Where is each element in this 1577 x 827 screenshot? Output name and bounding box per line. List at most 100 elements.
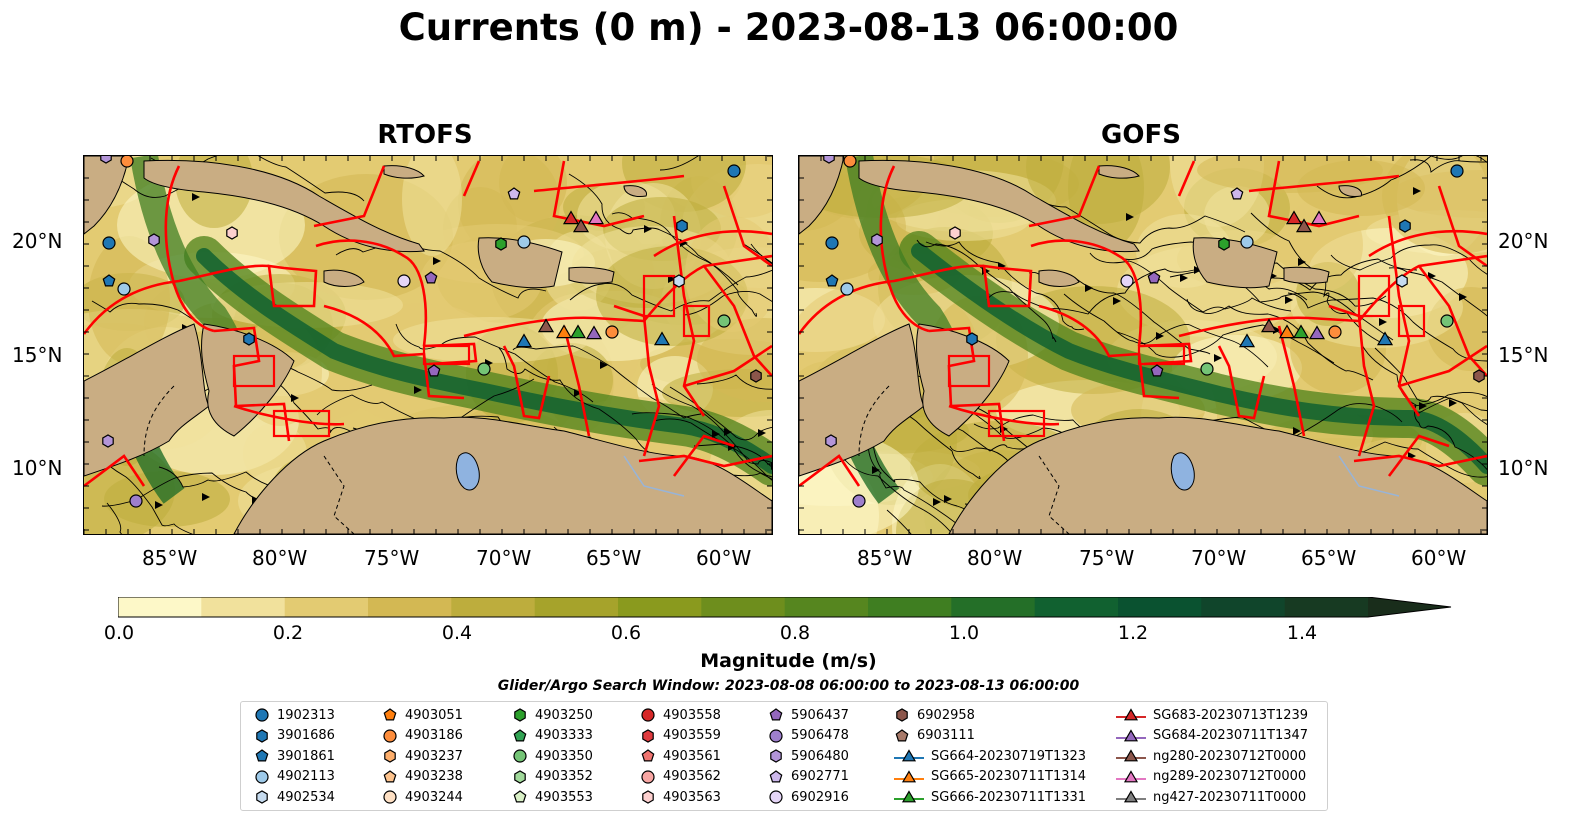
hexagon-marker-icon xyxy=(896,708,908,722)
hexagon-marker[interactable] xyxy=(673,274,685,288)
triangle-marker[interactable] xyxy=(585,325,603,340)
triangle-marker[interactable] xyxy=(653,331,671,346)
circle-marker-icon xyxy=(641,769,655,784)
hexagon-marker[interactable] xyxy=(226,226,238,240)
triangle-marker[interactable] xyxy=(1292,324,1310,339)
triangle-marker[interactable] xyxy=(572,218,590,233)
pentagon-marker-icon xyxy=(383,769,397,782)
legend-label: 4903559 xyxy=(663,728,721,743)
lat-tick-right-10: 10°N xyxy=(1498,456,1549,480)
colorbar-tick: 0.6 xyxy=(610,622,642,644)
pentagon-marker[interactable] xyxy=(427,364,441,377)
triangle-marker[interactable] xyxy=(562,210,580,225)
circle-marker[interactable] xyxy=(843,156,857,168)
pentagon-marker[interactable] xyxy=(424,271,438,284)
circle-marker[interactable] xyxy=(727,164,741,178)
legend-item: 4903352 xyxy=(511,767,593,787)
hexagon-marker-icon xyxy=(642,728,654,743)
pentagon-marker[interactable] xyxy=(1147,271,1161,284)
legend-item: SG664-20230719T1323 xyxy=(893,746,1086,766)
hexagon-marker[interactable] xyxy=(102,434,114,448)
circle-marker[interactable] xyxy=(1120,274,1134,288)
lon-tick-left-70: 70°W xyxy=(476,546,532,570)
triangle-marker-icon xyxy=(1116,769,1146,782)
hexagon-marker[interactable] xyxy=(1396,274,1408,288)
legend-label: 5906478 xyxy=(791,728,849,743)
hexagon-marker[interactable] xyxy=(148,233,160,247)
hexagon-marker[interactable] xyxy=(825,434,837,448)
triangle-marker[interactable] xyxy=(1238,333,1256,348)
legend-item: 5906480 xyxy=(767,746,849,766)
legend-label: SG665-20230711T1314 xyxy=(931,769,1087,784)
triangle-marker[interactable] xyxy=(1310,210,1328,225)
circle-marker[interactable] xyxy=(102,236,116,250)
triangle-marker[interactable] xyxy=(569,324,587,339)
pentagon-marker-icon xyxy=(769,708,783,721)
circle-marker[interactable] xyxy=(1450,164,1464,178)
triangle-marker[interactable] xyxy=(1260,318,1278,333)
circle-marker[interactable] xyxy=(605,325,619,339)
hexagon-marker[interactable] xyxy=(1473,369,1485,383)
circle-marker[interactable] xyxy=(120,156,134,168)
legend-label: 1902313 xyxy=(277,707,335,723)
legend-label: 4903350 xyxy=(535,748,593,764)
pentagon-marker[interactable] xyxy=(1150,364,1164,377)
legend-item: 4903562 xyxy=(639,767,721,787)
rtofs-map[interactable] xyxy=(83,155,773,535)
circle-marker[interactable] xyxy=(129,494,143,508)
circle-marker[interactable] xyxy=(1240,235,1254,249)
pentagon-marker[interactable] xyxy=(102,274,116,287)
circle-marker[interactable] xyxy=(477,362,491,376)
colorbar-tick: 1.2 xyxy=(1117,622,1149,644)
circle-marker[interactable] xyxy=(1440,314,1454,328)
hexagon-marker[interactable] xyxy=(949,226,961,240)
circle-marker[interactable] xyxy=(840,282,854,296)
hexagon-marker[interactable] xyxy=(823,156,835,164)
hexagon-marker[interactable] xyxy=(100,156,112,164)
pentagon-marker[interactable] xyxy=(1230,187,1244,200)
circle-marker-icon xyxy=(383,790,397,804)
pentagon-marker-icon xyxy=(641,749,655,762)
circle-marker-icon xyxy=(769,728,783,743)
hexagon-marker[interactable] xyxy=(966,332,978,346)
legend-item: 4902113 xyxy=(253,767,335,787)
circle-marker[interactable] xyxy=(852,494,866,508)
triangle-marker[interactable] xyxy=(1295,218,1313,233)
triangle-marker[interactable] xyxy=(1308,325,1326,340)
circle-marker-icon xyxy=(383,728,397,743)
triangle-marker[interactable] xyxy=(1376,331,1394,346)
legend-label: 6902916 xyxy=(791,789,849,805)
map-canvas[interactable] xyxy=(799,156,1487,534)
pentagon-marker-icon xyxy=(769,769,783,782)
legend-label: 4903237 xyxy=(405,748,463,764)
hexagon-marker[interactable] xyxy=(243,332,255,346)
circle-marker[interactable] xyxy=(1200,362,1214,376)
gofs-map[interactable] xyxy=(798,155,1488,535)
triangle-marker[interactable] xyxy=(555,324,573,339)
legend-item: 3901861 xyxy=(253,746,335,766)
legend-label: 4903333 xyxy=(535,728,593,743)
circle-marker[interactable] xyxy=(517,235,531,249)
triangle-marker[interactable] xyxy=(537,318,555,333)
hexagon-marker[interactable] xyxy=(871,233,883,247)
pentagon-marker[interactable] xyxy=(507,187,521,200)
lat-tick-left-20: 20°N xyxy=(12,229,63,253)
circle-marker[interactable] xyxy=(397,274,411,288)
hexagon-marker[interactable] xyxy=(1218,237,1230,251)
hexagon-marker[interactable] xyxy=(750,369,762,383)
circle-marker[interactable] xyxy=(1328,325,1342,339)
hexagon-marker[interactable] xyxy=(676,219,688,233)
hexagon-marker[interactable] xyxy=(495,237,507,251)
triangle-marker-icon xyxy=(1116,790,1146,803)
map-canvas[interactable] xyxy=(84,156,772,534)
triangle-marker[interactable] xyxy=(587,210,605,225)
triangle-marker[interactable] xyxy=(1285,210,1303,225)
triangle-marker[interactable] xyxy=(515,333,533,348)
circle-marker[interactable] xyxy=(117,282,131,296)
main-title: Currents (0 m) - 2023-08-13 06:00:00 xyxy=(398,6,1179,49)
circle-marker[interactable] xyxy=(717,314,731,328)
circle-marker[interactable] xyxy=(825,236,839,250)
hexagon-marker[interactable] xyxy=(1399,219,1411,233)
triangle-marker[interactable] xyxy=(1278,324,1296,339)
pentagon-marker[interactable] xyxy=(825,274,839,287)
